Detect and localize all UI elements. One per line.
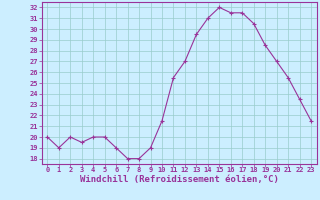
X-axis label: Windchill (Refroidissement éolien,°C): Windchill (Refroidissement éolien,°C) [80,175,279,184]
